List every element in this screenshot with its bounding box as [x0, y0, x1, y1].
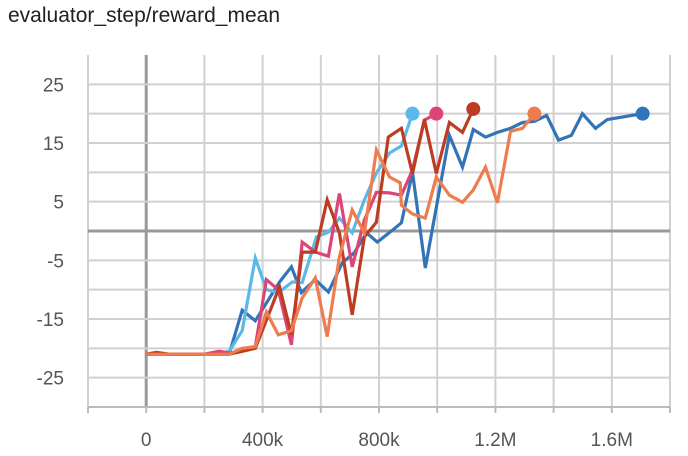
- axes: [87, 406, 671, 413]
- series-endpoint-1: [405, 106, 420, 121]
- series-line-4: [146, 112, 536, 356]
- x-tick-label: 1.2M: [474, 430, 516, 451]
- x-tick-label: 0: [141, 430, 152, 451]
- series-endpoint-4: [527, 106, 542, 121]
- x-tick-label: 800k: [358, 430, 400, 451]
- series-lines: [145, 101, 650, 356]
- grid: [87, 55, 671, 407]
- x-tick-label: 1.6M: [591, 430, 633, 451]
- y-tick-label: 25: [43, 75, 64, 96]
- y-tick-label: 15: [43, 134, 64, 155]
- series-endpoint-3: [466, 101, 481, 116]
- y-tick-label: -5: [47, 251, 64, 272]
- y-tick-label: -25: [37, 369, 64, 390]
- chart-title: evaluator_step/reward_mean: [8, 4, 280, 27]
- y-tick-label: 5: [53, 193, 64, 214]
- y-tick-label: -15: [37, 310, 64, 331]
- series-endpoint-0: [635, 106, 650, 121]
- series-endpoint-2: [429, 106, 444, 121]
- tick-labels: 0 400k 800k 1.2M 1.6M 25 15 5 -5 -15 -25: [37, 75, 633, 451]
- x-tick-label: 400k: [242, 430, 284, 451]
